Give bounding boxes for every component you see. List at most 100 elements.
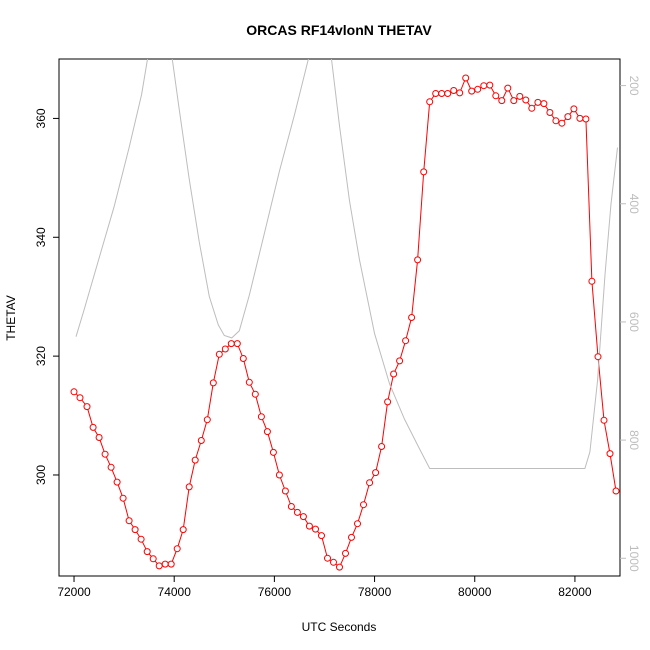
data-point bbox=[149, 555, 157, 563]
data-point bbox=[125, 517, 133, 525]
data-point bbox=[281, 487, 289, 495]
data-point bbox=[119, 494, 127, 502]
data-point bbox=[257, 413, 265, 421]
data-point bbox=[245, 378, 253, 386]
data-point bbox=[480, 82, 488, 90]
data-point bbox=[155, 562, 163, 570]
data-point bbox=[516, 92, 524, 100]
data-point bbox=[492, 92, 500, 100]
data-point bbox=[305, 522, 313, 530]
data-point bbox=[396, 357, 404, 365]
y-tick-label: 300 bbox=[34, 465, 48, 485]
data-point bbox=[612, 487, 620, 495]
data-point bbox=[318, 532, 325, 540]
data-point bbox=[173, 545, 181, 553]
data-point bbox=[444, 90, 452, 97]
data-point bbox=[414, 256, 422, 264]
data-point bbox=[185, 483, 193, 491]
data-point bbox=[179, 526, 187, 534]
data-point bbox=[402, 337, 410, 345]
data-point bbox=[263, 428, 271, 436]
data-point bbox=[534, 98, 542, 106]
x-tick-label: 74000 bbox=[158, 585, 192, 599]
y-tick-label: 320 bbox=[34, 346, 48, 366]
data-point bbox=[474, 85, 482, 93]
series-line-thetav bbox=[73, 76, 617, 568]
data-point bbox=[239, 355, 247, 362]
data-point bbox=[287, 503, 295, 510]
data-point bbox=[468, 87, 476, 95]
data-point bbox=[594, 353, 602, 361]
data-point bbox=[588, 277, 596, 285]
data-point bbox=[528, 104, 536, 112]
data-point bbox=[197, 437, 205, 444]
data-point bbox=[293, 508, 301, 516]
data-point bbox=[456, 89, 464, 97]
data-point bbox=[275, 471, 283, 479]
data-point bbox=[89, 423, 97, 431]
data-point bbox=[209, 379, 217, 387]
y-axis-label: THETAV bbox=[4, 295, 18, 341]
data-point bbox=[426, 98, 434, 106]
y-tick-label: 360 bbox=[34, 108, 48, 128]
chart-title: ORCAS RF14vlonN THETAV bbox=[246, 22, 432, 38]
data-point bbox=[462, 74, 470, 82]
data-point bbox=[233, 340, 241, 348]
data-point bbox=[113, 478, 121, 486]
data-point bbox=[143, 548, 151, 556]
data-point bbox=[366, 479, 374, 487]
right-axis: 200 400 600 800 1000 bbox=[620, 76, 641, 572]
right-tick-label: 200 bbox=[627, 76, 641, 96]
data-point bbox=[510, 97, 518, 105]
data-point bbox=[348, 533, 355, 541]
x-tick-label: 80000 bbox=[458, 585, 492, 599]
data-point bbox=[161, 560, 169, 568]
data-point bbox=[504, 84, 512, 92]
data-point bbox=[354, 520, 361, 528]
data-point bbox=[450, 87, 458, 94]
data-point bbox=[137, 535, 145, 543]
x-axis: 72000 74000 76000 78000 80000 82000 bbox=[57, 576, 592, 599]
data-point bbox=[251, 390, 259, 398]
data-point bbox=[498, 97, 506, 105]
x-tick-label: 78000 bbox=[358, 585, 392, 599]
plot-frame bbox=[58, 58, 621, 577]
data-point bbox=[432, 90, 440, 97]
data-point bbox=[408, 314, 416, 321]
data-point bbox=[221, 345, 229, 353]
data-point bbox=[83, 403, 91, 411]
data-point bbox=[552, 117, 560, 125]
data-point bbox=[540, 100, 548, 108]
data-point bbox=[101, 450, 109, 458]
data-point bbox=[570, 105, 578, 113]
x-tick-label: 82000 bbox=[558, 585, 592, 599]
data-point bbox=[107, 463, 115, 471]
data-point bbox=[70, 388, 78, 396]
data-point bbox=[372, 469, 380, 477]
data-point bbox=[227, 340, 235, 348]
y-tick-label: 340 bbox=[34, 227, 48, 247]
data-point bbox=[606, 450, 614, 458]
data-point bbox=[378, 443, 386, 450]
data-point bbox=[330, 558, 337, 566]
right-tick-label: 400 bbox=[627, 194, 641, 214]
x-tick-label: 72000 bbox=[57, 585, 91, 599]
x-tick-label: 76000 bbox=[258, 585, 292, 599]
data-point bbox=[582, 115, 590, 123]
data-point bbox=[600, 416, 608, 424]
data-point bbox=[546, 109, 554, 116]
x-axis-label: UTC Seconds bbox=[302, 620, 377, 634]
data-point bbox=[299, 513, 307, 521]
data-point bbox=[438, 90, 446, 97]
data-point bbox=[95, 434, 103, 441]
series-points bbox=[70, 74, 620, 571]
data-point bbox=[486, 81, 494, 89]
data-point bbox=[191, 456, 199, 464]
data-point bbox=[360, 501, 367, 509]
data-point bbox=[522, 96, 530, 104]
data-point bbox=[76, 394, 84, 402]
right-tick-label: 600 bbox=[627, 312, 641, 332]
data-point bbox=[342, 549, 349, 557]
data-point bbox=[167, 560, 175, 568]
